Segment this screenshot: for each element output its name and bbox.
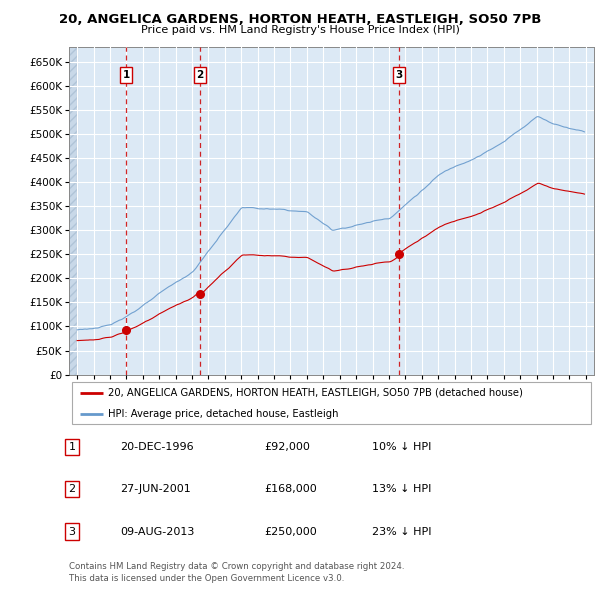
Text: £168,000: £168,000 <box>264 484 317 494</box>
Text: Contains HM Land Registry data © Crown copyright and database right 2024.
This d: Contains HM Land Registry data © Crown c… <box>69 562 404 583</box>
Text: 3: 3 <box>68 527 76 536</box>
Text: 20, ANGELICA GARDENS, HORTON HEATH, EASTLEIGH, SO50 7PB (detached house): 20, ANGELICA GARDENS, HORTON HEATH, EAST… <box>109 388 523 398</box>
Text: 3: 3 <box>395 70 403 80</box>
Text: 1: 1 <box>122 70 130 80</box>
Polygon shape <box>69 47 77 375</box>
Text: 2: 2 <box>68 484 76 494</box>
Text: 2: 2 <box>197 70 204 80</box>
Text: 1: 1 <box>68 442 76 451</box>
Text: Price paid vs. HM Land Registry's House Price Index (HPI): Price paid vs. HM Land Registry's House … <box>140 25 460 35</box>
Text: 20-DEC-1996: 20-DEC-1996 <box>120 442 194 451</box>
Text: 10% ↓ HPI: 10% ↓ HPI <box>372 442 431 451</box>
Text: HPI: Average price, detached house, Eastleigh: HPI: Average price, detached house, East… <box>109 409 339 419</box>
Text: 09-AUG-2013: 09-AUG-2013 <box>120 527 194 536</box>
Text: 23% ↓ HPI: 23% ↓ HPI <box>372 527 431 536</box>
FancyBboxPatch shape <box>71 382 592 424</box>
Text: 27-JUN-2001: 27-JUN-2001 <box>120 484 191 494</box>
Text: £92,000: £92,000 <box>264 442 310 451</box>
Text: £250,000: £250,000 <box>264 527 317 536</box>
Text: 20, ANGELICA GARDENS, HORTON HEATH, EASTLEIGH, SO50 7PB: 20, ANGELICA GARDENS, HORTON HEATH, EAST… <box>59 13 541 26</box>
Text: 13% ↓ HPI: 13% ↓ HPI <box>372 484 431 494</box>
